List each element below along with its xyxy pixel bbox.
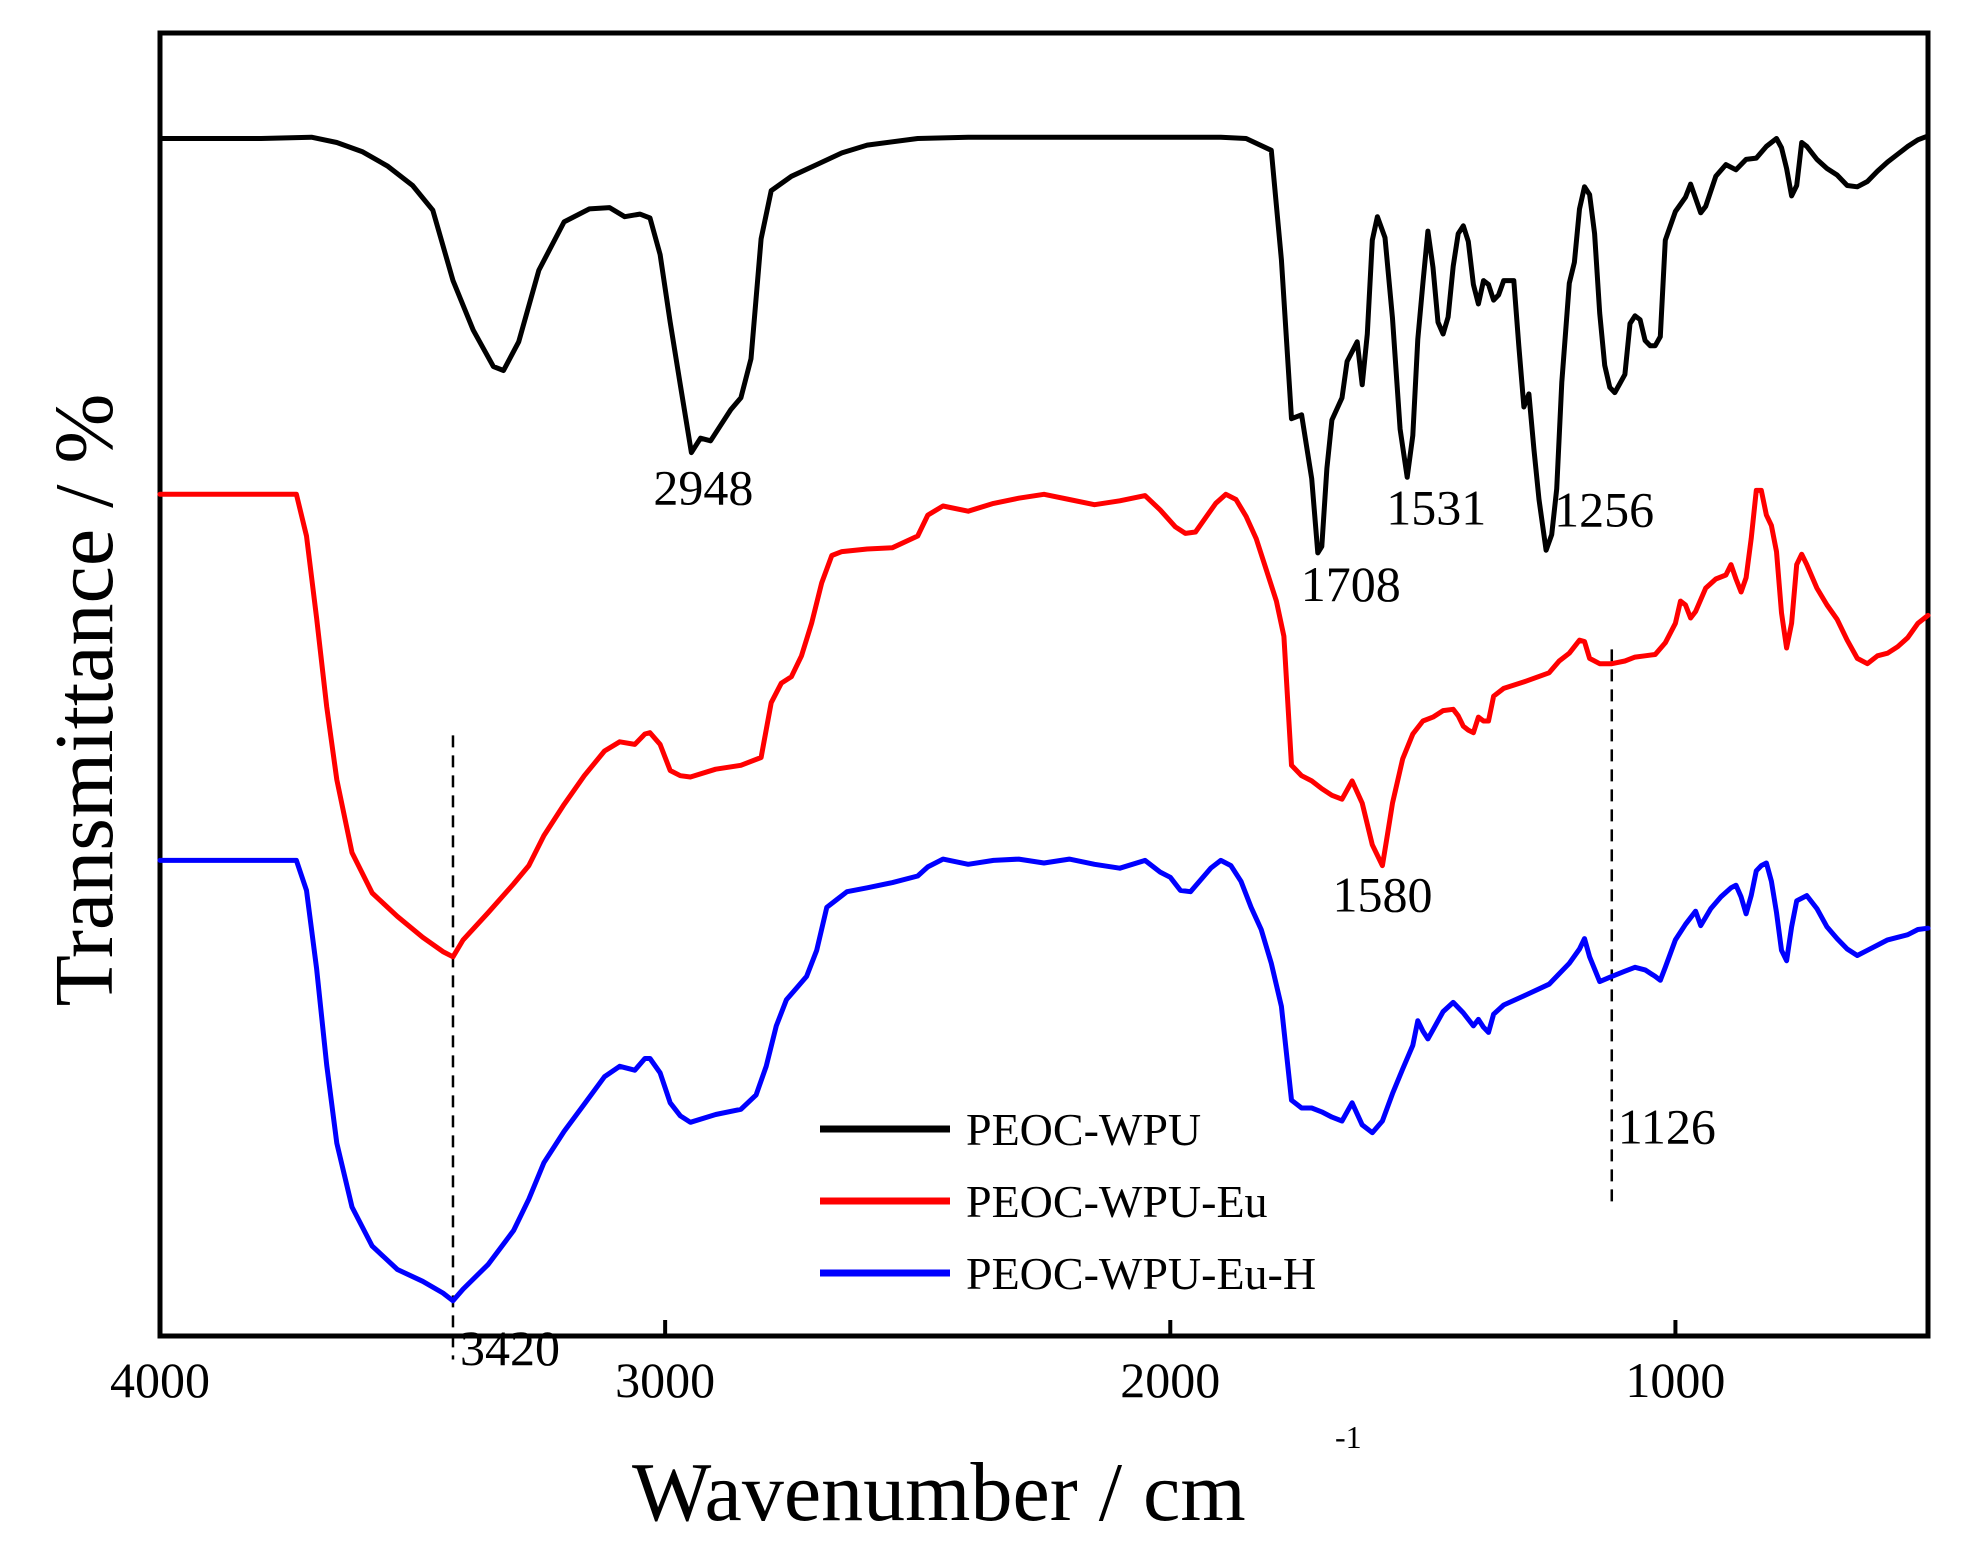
x-tick-label-3: 2000 [1120, 1352, 1220, 1408]
series-line-3 [157, 856, 1931, 1304]
series-group [157, 133, 1931, 1304]
reference-lines [451, 649, 1614, 1360]
x-axis-title-superscript: -1 [1335, 1419, 1362, 1455]
peak-label-2: 1708 [1301, 556, 1401, 612]
legend-label-2: PEOC-WPU-Eu [966, 1176, 1268, 1227]
peak-label-7: 1126 [1618, 1099, 1716, 1155]
x-tick-label-2: 3000 [615, 1352, 715, 1408]
legend-label-3: PEOC-WPU-Eu-H [966, 1248, 1316, 1299]
x-axis-ticks: 4000 3000 2000 1000 [110, 1320, 1725, 1408]
series-line-2 [157, 487, 1931, 960]
peak-label-3: 1531 [1386, 479, 1486, 535]
peak-label-4: 1256 [1554, 481, 1654, 537]
peak-label-5: 1580 [1332, 867, 1432, 923]
series-line-1 [157, 133, 1931, 556]
x-axis-title: Wavenumber / cm [632, 1446, 1246, 1539]
x-tick-label-1: 4000 [110, 1352, 210, 1408]
plot-frame [157, 30, 1931, 1339]
legend: PEOC-WPU PEOC-WPU-Eu PEOC-WPU-Eu-H [820, 1104, 1316, 1299]
peak-annotations: 2948 1708 1531 1256 1580 3420 1126 [460, 460, 1716, 1376]
x-tick-label-4: 1000 [1625, 1352, 1725, 1408]
peak-label-1: 2948 [653, 460, 753, 516]
legend-label-1: PEOC-WPU [966, 1104, 1201, 1155]
y-axis-title: Transmittance / % [38, 394, 131, 1007]
peak-label-6: 3420 [460, 1320, 560, 1376]
